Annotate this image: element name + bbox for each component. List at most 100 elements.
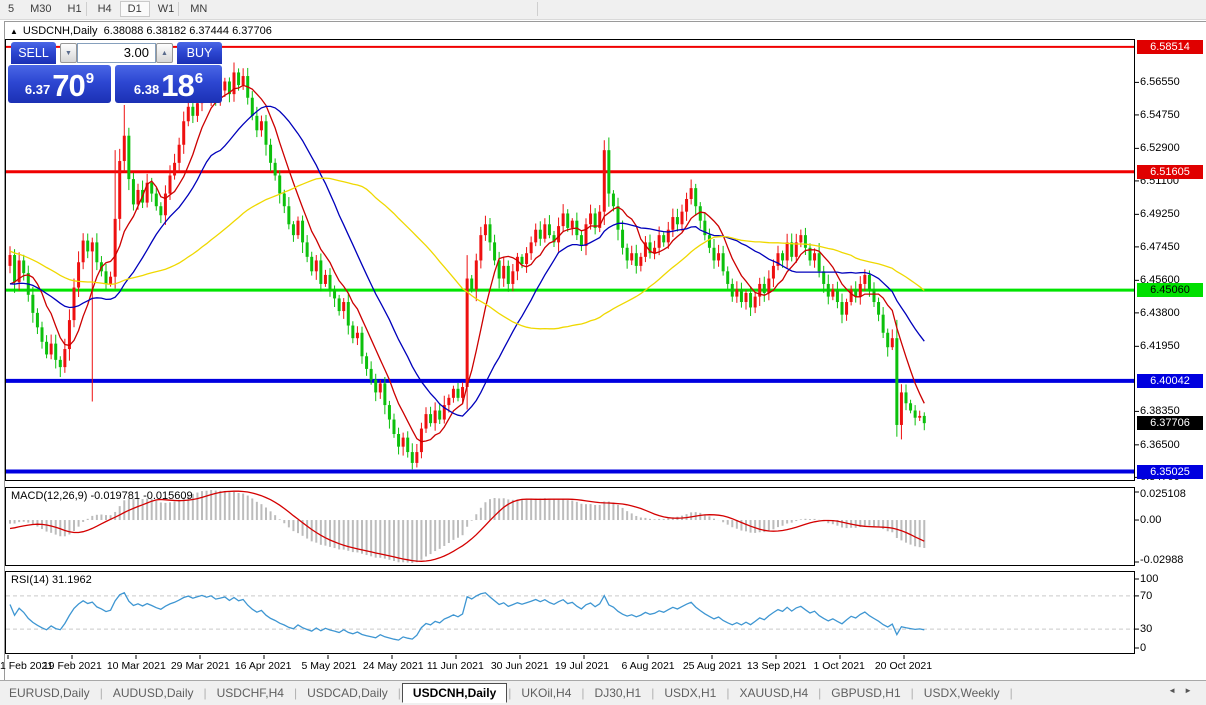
tab-separator: | [726, 686, 730, 700]
tab-scroll-left-icon[interactable]: ◄ [1168, 686, 1185, 695]
price-tick-label: 6.47450 [1140, 240, 1180, 253]
price-badge: 6.35025 [1137, 464, 1203, 479]
macd-name: MACD(12,26,9) [11, 490, 88, 502]
toolbar-separator [86, 2, 87, 16]
tab-separator: | [508, 686, 512, 700]
price-tick-label: 6.38350 [1140, 405, 1180, 418]
buy-button[interactable]: BUY [177, 42, 222, 64]
date-tick-label: 1 Feb 2021 [0, 660, 54, 672]
date-tick-label: 13 Sep 2021 [746, 660, 807, 672]
chart-title: ▲ USDCNH,Daily 6.38088 6.38182 6.37444 6.… [10, 25, 272, 37]
price-badge: 6.40042 [1137, 373, 1203, 388]
tab-separator: | [651, 686, 655, 700]
date-tick-label: 19 Jul 2021 [554, 660, 610, 672]
rsi-value: 31.1962 [51, 574, 92, 586]
toolbar-separator [537, 2, 538, 16]
tab-separator: | [397, 686, 401, 700]
chart-ohlc-readout: 6.38088 6.38182 6.37444 6.37706 [103, 25, 272, 37]
ask-price-sup: 6 [194, 70, 204, 87]
tab-scroll-arrows: ◄► [1168, 686, 1200, 695]
tab-ukoil-h4[interactable]: UKOil,H4 [521, 686, 572, 700]
ask-price-small: 6.38 [133, 82, 160, 97]
timeframe-toolbar: 5 M30 H1 H4 D1 W1 MN [0, 0, 1206, 20]
price-tick-label: 6.36500 [1140, 438, 1180, 451]
bid-price-big: 70 [52, 68, 85, 103]
tab-separator: | [910, 686, 914, 700]
tab-separator: | [1009, 686, 1013, 700]
chart-window [4, 21, 1206, 680]
price-tick-label: 6.41950 [1140, 340, 1180, 353]
price-tick-label: 6.49250 [1140, 208, 1180, 221]
date-tick-label: 6 Aug 2021 [621, 660, 675, 672]
sell-button[interactable]: SELL [11, 42, 56, 64]
macd-main-value: -0.019781 [90, 490, 141, 502]
rsi-name: RSI(14) [11, 574, 49, 586]
date-tick-label: 29 Mar 2021 [170, 660, 230, 672]
volume-decrease-button[interactable]: ▼ [60, 43, 77, 63]
date-tick-label: 16 Apr 2021 [234, 660, 292, 672]
date-tick-label: 20 Oct 2021 [874, 660, 933, 672]
bid-price-small: 6.37 [24, 82, 51, 97]
collapse-triangle-icon[interactable]: ▲ [10, 27, 18, 36]
price-tick-label: 6.52900 [1140, 142, 1180, 155]
rsi-axis-label: 30 [1140, 623, 1153, 636]
macd-header: MACD(12,26,9) -0.019781 -0.015609 [11, 490, 193, 502]
price-tick-label: 6.56550 [1140, 76, 1180, 89]
timeframe-button-h4[interactable]: H4 [97, 3, 112, 15]
tab-usdcnh-daily[interactable]: USDCNH,Daily [401, 683, 508, 703]
volume-input[interactable]: 3.00 [77, 43, 156, 63]
timeframe-button-5[interactable]: 5 [8, 3, 15, 15]
chart-symbol-label: USDCNH,Daily [22, 25, 98, 37]
tab-usdx-h1[interactable]: USDX,H1 [664, 686, 717, 700]
bid-price-sup: 9 [85, 70, 95, 87]
macd-axis-zero: 0.00 [1140, 514, 1162, 527]
tab-eurusd-daily[interactable]: EURUSD,Daily [9, 686, 90, 700]
macd-signal-value: -0.015609 [143, 490, 193, 502]
ask-price-big: 18 [161, 68, 194, 103]
tab-separator: | [99, 686, 103, 700]
date-tick-label: 24 May 2021 [362, 660, 424, 672]
rsi-axis-label: 100 [1140, 573, 1159, 585]
price-tick-label: 6.54750 [1140, 108, 1180, 121]
macd-axis-min: -0.02988 [1140, 554, 1184, 566]
price-badge: 6.58514 [1137, 39, 1203, 54]
tab-usdcad-daily[interactable]: USDCAD,Daily [307, 686, 388, 700]
rsi-axis-label: 70 [1140, 589, 1153, 602]
date-tick-label: 5 May 2021 [301, 660, 357, 672]
timeframe-button-mn[interactable]: MN [190, 3, 208, 15]
tab-separator: | [293, 686, 298, 700]
price-badge: 6.51605 [1137, 164, 1203, 179]
timeframe-button-h1[interactable]: H1 [67, 3, 82, 15]
date-tick-label: 19 Feb 2021 [42, 660, 102, 672]
rsi-header: RSI(14) 31.1962 [11, 574, 92, 586]
date-tick-label: 10 Mar 2021 [106, 660, 166, 672]
buy-price-panel[interactable]: 6.38 18 6 [115, 65, 222, 103]
macd-axis-max: 0.025108 [1140, 488, 1186, 500]
tab-usdchf-h4[interactable]: USDCHF,H4 [216, 686, 284, 700]
timeframe-button-d1[interactable]: D1 [119, 1, 150, 17]
timeframe-button-m30[interactable]: M30 [30, 3, 52, 15]
price-badge: 6.37706 [1137, 416, 1203, 431]
price-badge: 6.45060 [1137, 283, 1203, 298]
tab-scroll-right-icon[interactable]: ► [1184, 686, 1200, 695]
sell-price-panel[interactable]: 6.37 70 9 [8, 65, 111, 103]
tab-xauusd-h4[interactable]: XAUUSD,H4 [739, 686, 809, 700]
date-tick-label: 30 Jun 2021 [490, 660, 549, 672]
one-click-trade-widget: SELL ▼ 3.00 ▲ BUY 6.37 70 9 6.38 18 6 [8, 42, 237, 106]
toolbar-separator [178, 2, 179, 16]
tab-dj30-h1[interactable]: DJ30,H1 [594, 686, 642, 700]
tab-usdx-weekly[interactable]: USDX,Weekly [923, 686, 1000, 700]
tab-separator: | [581, 686, 585, 700]
timeframe-button-w1[interactable]: W1 [157, 3, 175, 15]
date-tick-label: 25 Aug 2021 [682, 660, 742, 672]
date-tick-label: 11 Jun 2021 [426, 660, 484, 672]
tab-separator: | [203, 686, 207, 700]
tab-audusd-daily[interactable]: AUDUSD,Daily [112, 686, 194, 700]
rsi-axis-label: 0 [1140, 642, 1147, 654]
price-tick-label: 6.43800 [1140, 306, 1180, 319]
chart-tab-bar: EURUSD,Daily | AUDUSD,Daily | USDCHF,H4 | USDC… [0, 680, 1206, 705]
volume-increase-button[interactable]: ▲ [156, 43, 173, 63]
tab-gbpusd-h1[interactable]: GBPUSD,H1 [831, 686, 901, 700]
date-tick-label: 1 Oct 2021 [813, 660, 865, 672]
